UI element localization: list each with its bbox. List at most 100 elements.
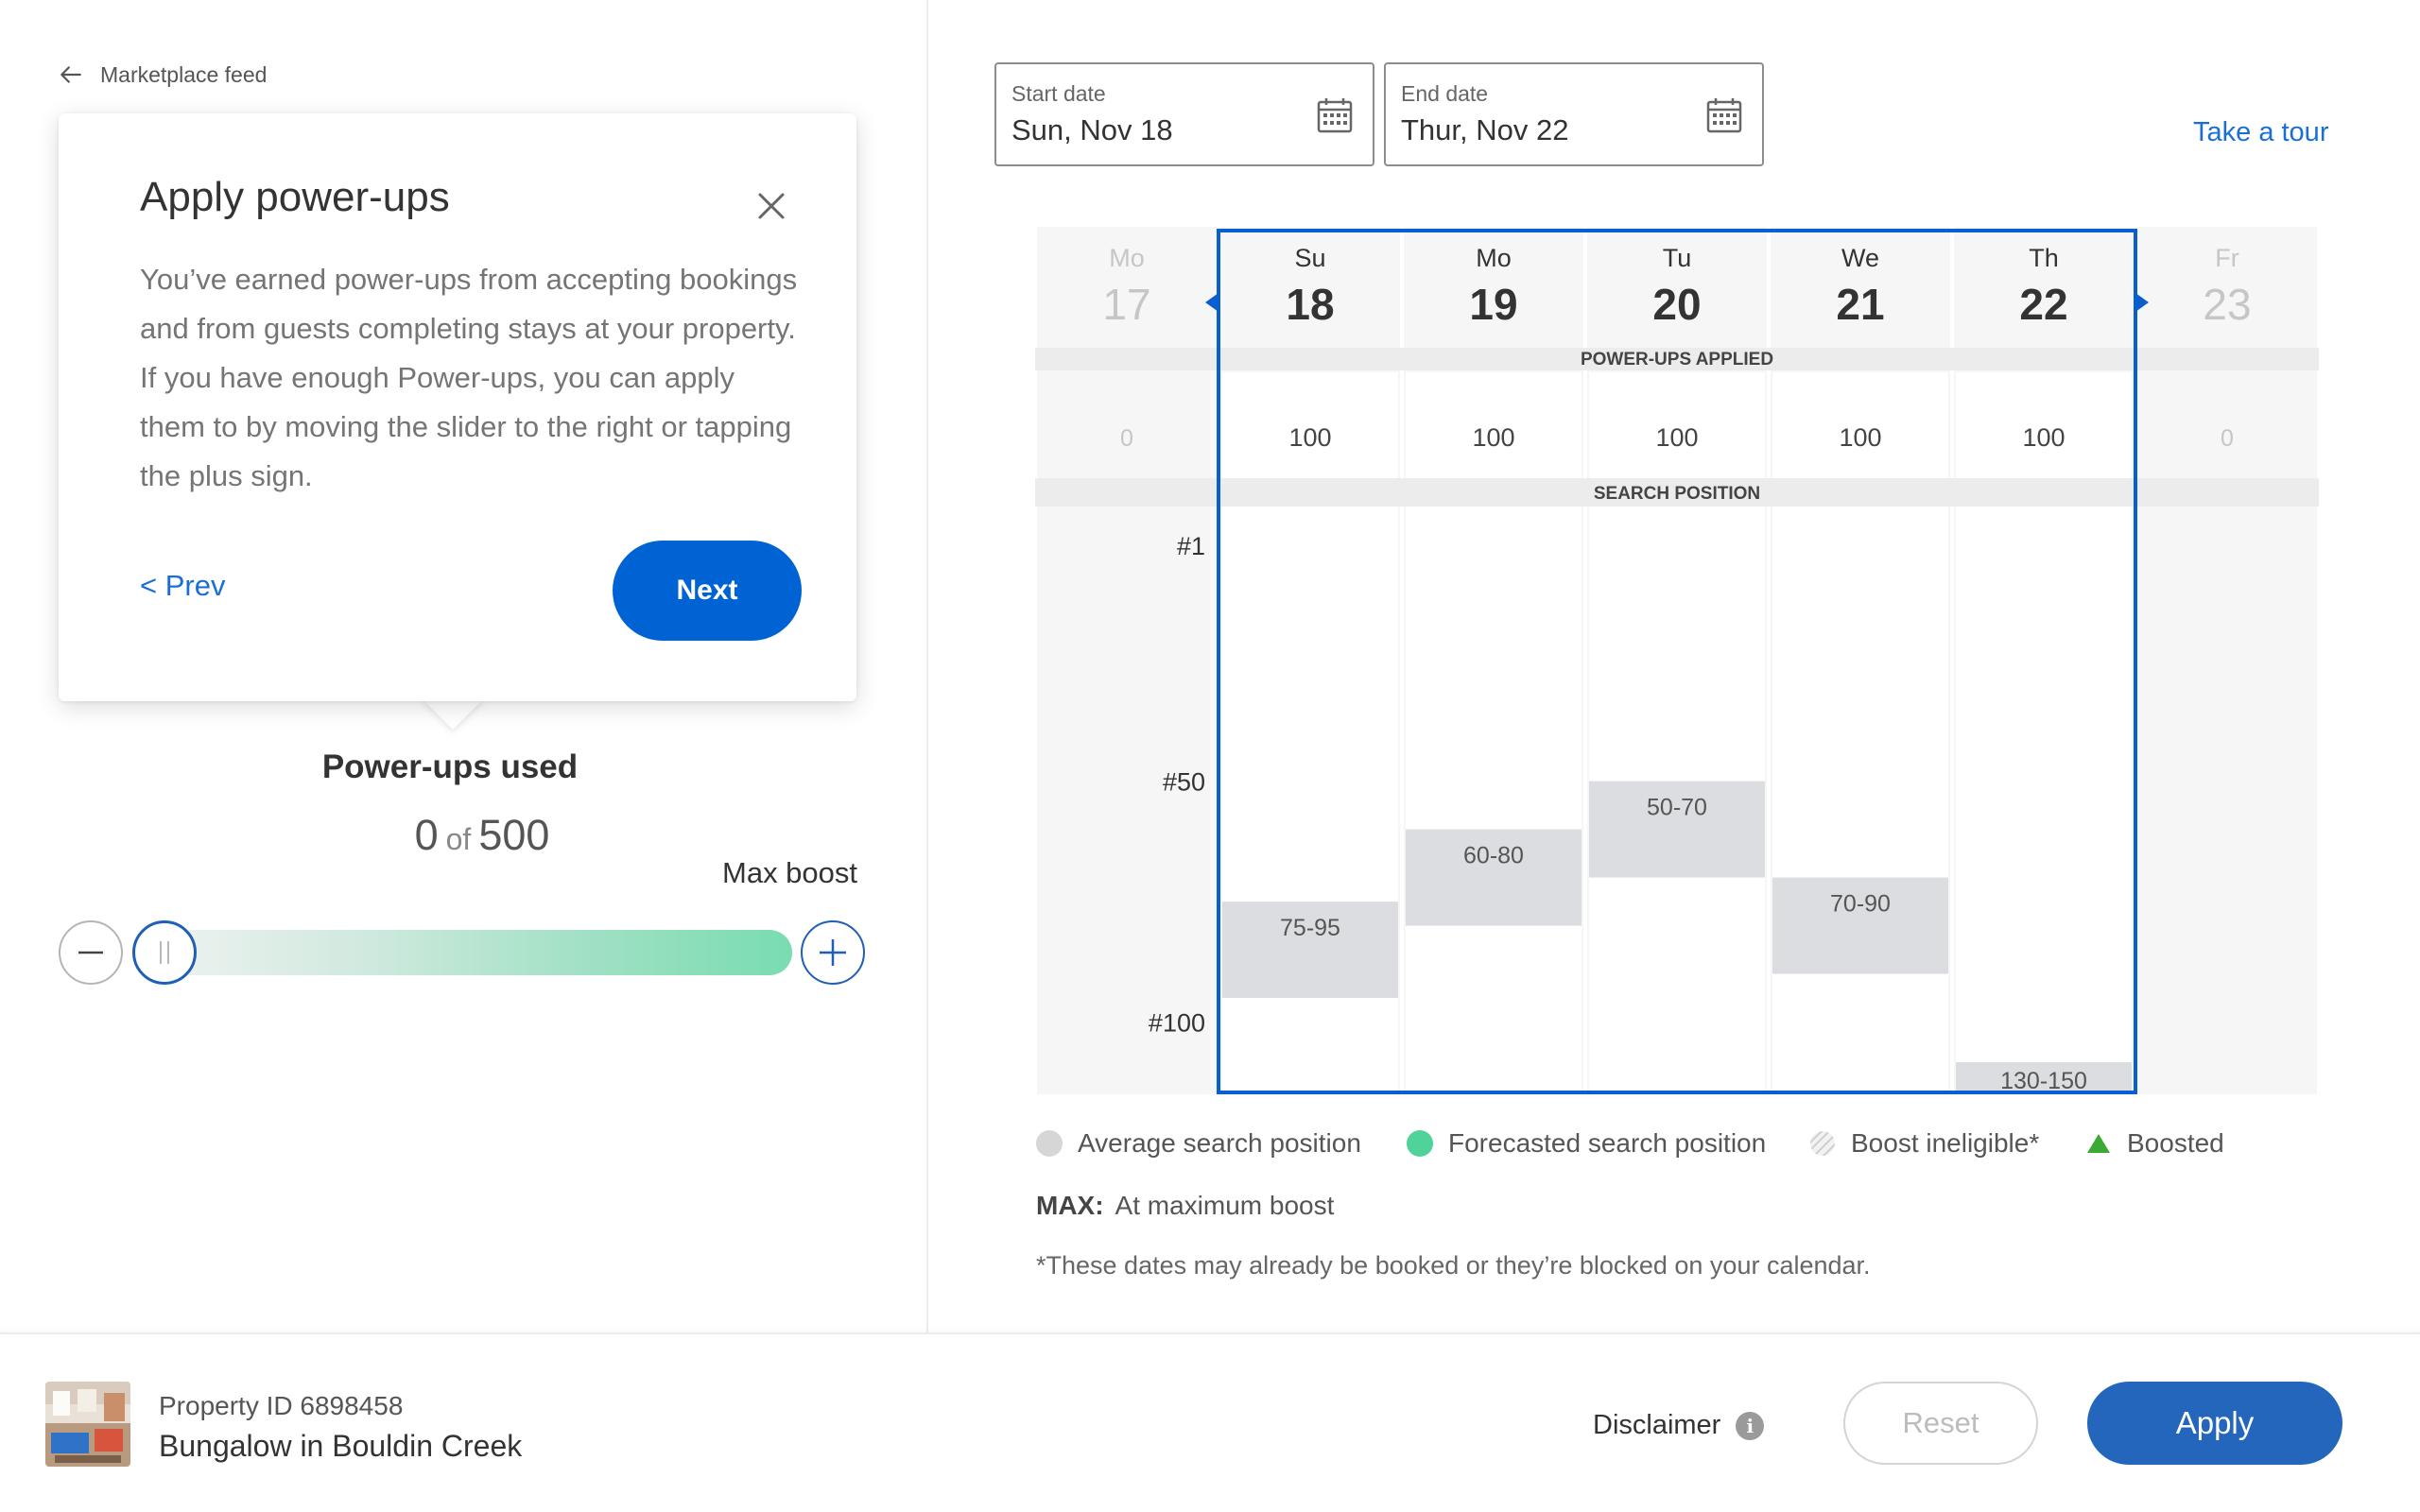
disclaimer-label: Disclaimer xyxy=(1593,1410,1721,1440)
day-of-week-label: Mo xyxy=(1476,244,1512,272)
position-range-label: 70-90 xyxy=(1830,891,1891,918)
next-button[interactable]: Next xyxy=(613,541,802,641)
day-of-week-label: Mo xyxy=(1109,244,1145,272)
increase-button[interactable] xyxy=(801,920,865,985)
max-desc: At maximum boost xyxy=(1115,1191,1335,1220)
left-panel: Marketplace feed Apply power-ups You’ve … xyxy=(0,0,926,1332)
back-link[interactable]: Marketplace feed xyxy=(59,60,267,89)
footer-bar: Property ID 6898458 Bungalow in Bouldin … xyxy=(0,1332,2420,1512)
legend-dot-forecasted xyxy=(1407,1130,1433,1157)
hatched-circle-icon xyxy=(1810,1131,1835,1156)
range-handle-right-icon xyxy=(2135,293,2149,312)
powerups-cell xyxy=(1589,372,1765,478)
max-boost-label: Max boost xyxy=(722,856,858,889)
legend-item-ineligible: Boost ineligible* xyxy=(1809,1128,2039,1159)
legend-label: Average search position xyxy=(1078,1128,1361,1158)
powerups-value: 100 xyxy=(1839,423,1881,452)
info-icon: i xyxy=(1736,1411,1765,1440)
selected-range-outline xyxy=(1217,229,2137,1094)
powerups-used-value: 0 xyxy=(414,811,439,859)
powerups-value: 100 xyxy=(1472,423,1514,452)
powerups-band xyxy=(1035,348,2319,370)
calendar-icon xyxy=(1706,98,1742,133)
plot-column xyxy=(1406,507,1582,1091)
prev-button[interactable]: < Prev xyxy=(140,569,226,602)
position-range-bar xyxy=(1589,781,1765,878)
y-tick-label: #50 xyxy=(1163,768,1205,797)
powerups-of-label: of xyxy=(445,822,472,856)
search-position-chart: POWER-UPS APPLIED SEARCH POSITION Mo 17 0 Su 1… xyxy=(1035,227,2321,1096)
day-date-label: 21 xyxy=(1836,280,1884,329)
take-tour-link[interactable]: Take a tour xyxy=(2193,117,2329,147)
legend-label: Boost ineligible* xyxy=(1851,1128,2040,1158)
plot-column xyxy=(1956,507,2132,1091)
close-icon[interactable] xyxy=(752,187,790,225)
back-link-label: Marketplace feed xyxy=(100,61,268,87)
legend-item-forecasted: Forecasted search position xyxy=(1407,1128,1766,1159)
day-date-label: 19 xyxy=(1469,280,1517,329)
calendar-icon xyxy=(1317,98,1353,133)
position-band xyxy=(1035,478,2319,507)
powerups-slider-track[interactable] xyxy=(142,930,792,975)
day-of-week-label: Tu xyxy=(1663,244,1692,272)
chart-canvas: POWER-UPS APPLIED SEARCH POSITION Mo 17 0 Su 1… xyxy=(1035,227,2319,1094)
panel-divider xyxy=(926,0,928,1332)
day-of-week-label: Fr xyxy=(2215,244,2238,272)
plot-column xyxy=(1772,507,1948,1091)
triangle-up-icon xyxy=(2087,1134,2110,1153)
day-date-label: 22 xyxy=(2019,280,2067,329)
powerups-value: 100 xyxy=(1288,423,1331,452)
day-column xyxy=(1037,227,1217,1094)
legend-item-average: Average search position xyxy=(1036,1128,1361,1159)
disclaimer-link[interactable]: Disclaimer i xyxy=(1593,1410,1765,1441)
position-range-bar xyxy=(1956,1062,2132,1091)
position-range-label: 130-150 xyxy=(2000,1068,2087,1094)
powerups-count: 0 of 500 xyxy=(0,811,964,860)
end-date-value: Thur, Nov 22 xyxy=(1401,113,1569,146)
powerups-cell xyxy=(1222,372,1398,478)
start-date-field[interactable]: Start date Sun, Nov 18 xyxy=(994,62,1374,166)
powerups-slider-thumb[interactable] xyxy=(132,920,197,985)
day-date-label: 17 xyxy=(1102,280,1150,329)
plus-icon xyxy=(820,939,846,966)
footnote: *These dates may already be booked or th… xyxy=(1036,1251,1871,1280)
powerups-title: Power-ups used xyxy=(321,748,579,785)
popover-title: Apply power-ups xyxy=(140,174,450,220)
legend-label: Forecasted search position xyxy=(1448,1128,1767,1158)
property-thumbnail xyxy=(45,1382,130,1467)
decrease-button[interactable] xyxy=(59,920,123,985)
position-range-bar xyxy=(1406,829,1582,926)
powerups-value: 100 xyxy=(1655,423,1698,452)
day-of-week-label: We xyxy=(1841,244,1879,272)
max-note: MAX: At maximum boost xyxy=(1036,1191,1334,1221)
day-date-label: 20 xyxy=(1652,280,1701,329)
powerups-cell xyxy=(1956,372,2132,478)
legend-item-boosted: Boosted xyxy=(2085,1128,2224,1159)
day-of-week-label: Su xyxy=(1294,244,1325,272)
reset-button[interactable]: Reset xyxy=(1843,1382,2038,1465)
apply-button[interactable]: Apply xyxy=(2087,1382,2342,1465)
y-tick-label: #1 xyxy=(1177,532,1205,560)
minus-icon xyxy=(78,951,103,954)
powerups-total-value: 500 xyxy=(478,811,550,859)
legend-label: Boosted xyxy=(2127,1128,2224,1158)
powerups-value: 0 xyxy=(1120,425,1133,452)
popover-pointer xyxy=(421,697,485,730)
end-date-field[interactable]: End date Thur, Nov 22 xyxy=(1384,62,1764,166)
tour-popover: Apply power-ups You’ve earned power-ups … xyxy=(59,113,856,701)
y-tick-label: #100 xyxy=(1149,1009,1205,1038)
powerups-cell xyxy=(1406,372,1582,478)
day-date-label: 23 xyxy=(2203,280,2251,329)
property-name: Bungalow in Bouldin Creek xyxy=(159,1429,523,1463)
section-label-powerups: POWER-UPS APPLIED xyxy=(1581,350,1773,369)
start-date-label: Start date xyxy=(1011,81,1106,106)
position-range-label: 75-95 xyxy=(1280,915,1340,941)
position-range-bar xyxy=(1772,877,1948,974)
position-range-bar xyxy=(1222,902,1398,999)
powerups-value: 100 xyxy=(2022,423,2065,452)
legend-dot-average xyxy=(1036,1130,1063,1157)
range-handle-left-icon xyxy=(1205,293,1219,312)
end-date-label: End date xyxy=(1401,81,1489,106)
start-date-value: Sun, Nov 18 xyxy=(1011,113,1173,146)
popover-body: You’ve earned power-ups from accepting b… xyxy=(140,263,798,492)
